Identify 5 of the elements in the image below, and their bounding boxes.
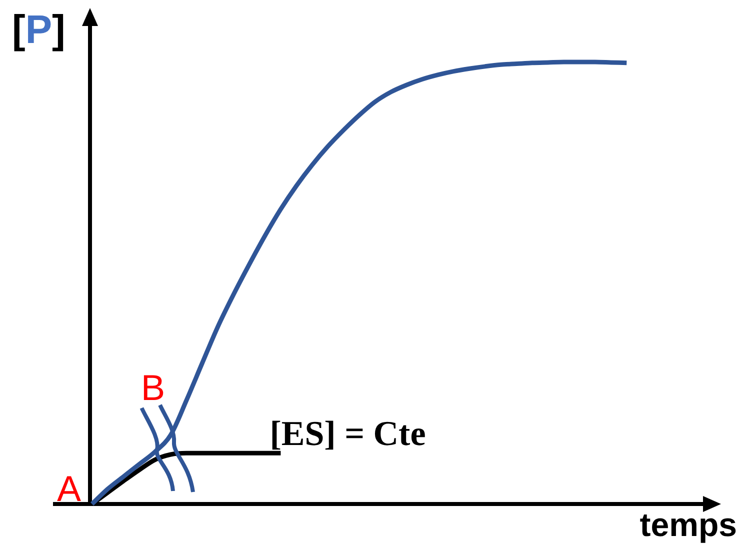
text: A (56, 468, 81, 509)
y-axis-title: [P] (12, 8, 66, 52)
series-label: [ES] = Cte (270, 414, 426, 454)
x-axis-title: temps (640, 506, 737, 543)
annotation: B (140, 367, 166, 408)
